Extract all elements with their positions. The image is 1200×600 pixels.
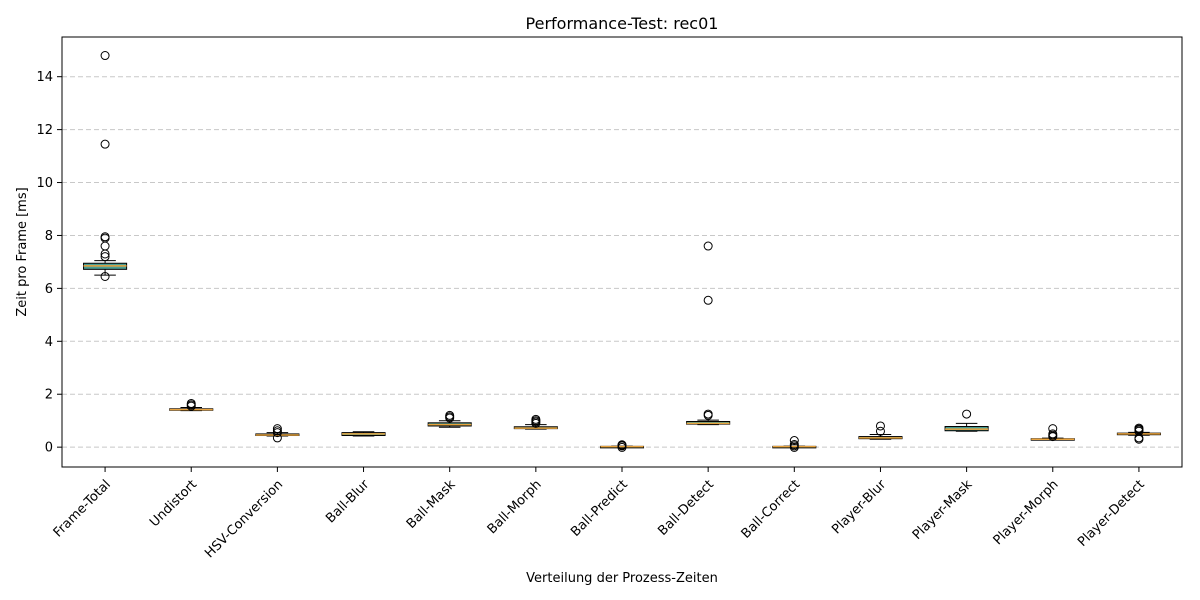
box-frame-total (83, 51, 128, 281)
x-tick-label: HSV-Conversion (202, 477, 286, 561)
box-undistort (169, 398, 214, 412)
outlier-point (789, 442, 799, 452)
y-tick-label: 2 (45, 388, 53, 403)
box-player-blur (858, 421, 903, 440)
x-tick-label: Ball-Detect (655, 477, 717, 539)
x-tick-label: Player-Blur (829, 477, 890, 538)
outlier-point (100, 139, 110, 149)
y-axis-title: Zeit pro Frame [ms] (15, 187, 30, 316)
x-tick-label: Undistort (147, 477, 200, 530)
box-player-mask (944, 409, 989, 432)
y-axis: 0 2 4 6 8 10 12 14 (36, 70, 62, 456)
box-ball-predict (599, 440, 645, 452)
x-tick-label: Player-Morph (991, 477, 1062, 548)
x-tick-label: Ball-Blur (323, 477, 373, 527)
outlier-point (1048, 432, 1058, 442)
outlier-point (100, 241, 110, 251)
box-hsv-conversion (255, 424, 300, 443)
box-ball-correct (772, 436, 817, 452)
outlier-point (789, 436, 799, 446)
outlier-point (272, 433, 282, 443)
x-axis: Frame-Total Undistort HSV-Conversion Ball-B… (51, 467, 1148, 561)
outlier-point (703, 295, 713, 305)
x-tick-label: Ball-Correct (739, 477, 804, 542)
outlier-point (445, 413, 455, 423)
outlier-point (617, 442, 627, 452)
outlier-point (100, 249, 110, 259)
outlier-point (186, 401, 196, 411)
y-tick-label: 10 (36, 176, 53, 191)
x-tick-label: Ball-Mask (404, 477, 459, 532)
outlier-point (962, 409, 972, 419)
chart-title: Performance-Test: rec01 (526, 14, 719, 33)
x-tick-label: Frame-Total (51, 477, 114, 540)
box-player-detect (1116, 423, 1161, 444)
y-tick-label: 6 (45, 282, 53, 297)
outlier-point (1134, 434, 1144, 444)
outlier-point (531, 418, 541, 428)
x-tick-label: Ball-Morph (485, 477, 545, 537)
outlier-point (100, 271, 110, 281)
y-tick-label: 14 (36, 70, 53, 85)
x-tick-label: Player-Mask (910, 477, 976, 543)
y-tick-label: 4 (45, 335, 53, 350)
outlier-point (875, 426, 885, 436)
plot-frame (61, 36, 1183, 468)
outlier-point (100, 252, 110, 262)
box-ball-mask (427, 410, 472, 428)
outlier-point (703, 241, 713, 251)
outlier-point (100, 51, 110, 61)
box-ball-blur (341, 431, 386, 437)
y-tick-label: 0 (45, 441, 53, 456)
box-ball-morph (513, 414, 558, 430)
x-tick-label: Ball-Predict (568, 477, 631, 540)
x-axis-title: Verteilung der Prozess-Zeiten (526, 571, 718, 586)
gridlines (62, 76, 1182, 448)
x-tick-label: Player-Detect (1075, 477, 1148, 550)
outlier-point (703, 410, 713, 420)
plot-area (83, 51, 1161, 452)
y-tick-label: 8 (45, 229, 53, 244)
box-player-morph (1030, 424, 1075, 442)
outlier-point (272, 424, 282, 434)
box-ball-detect (686, 241, 731, 426)
outlier-point (875, 421, 885, 431)
y-tick-label: 12 (36, 123, 53, 138)
outlier-point (272, 428, 282, 438)
